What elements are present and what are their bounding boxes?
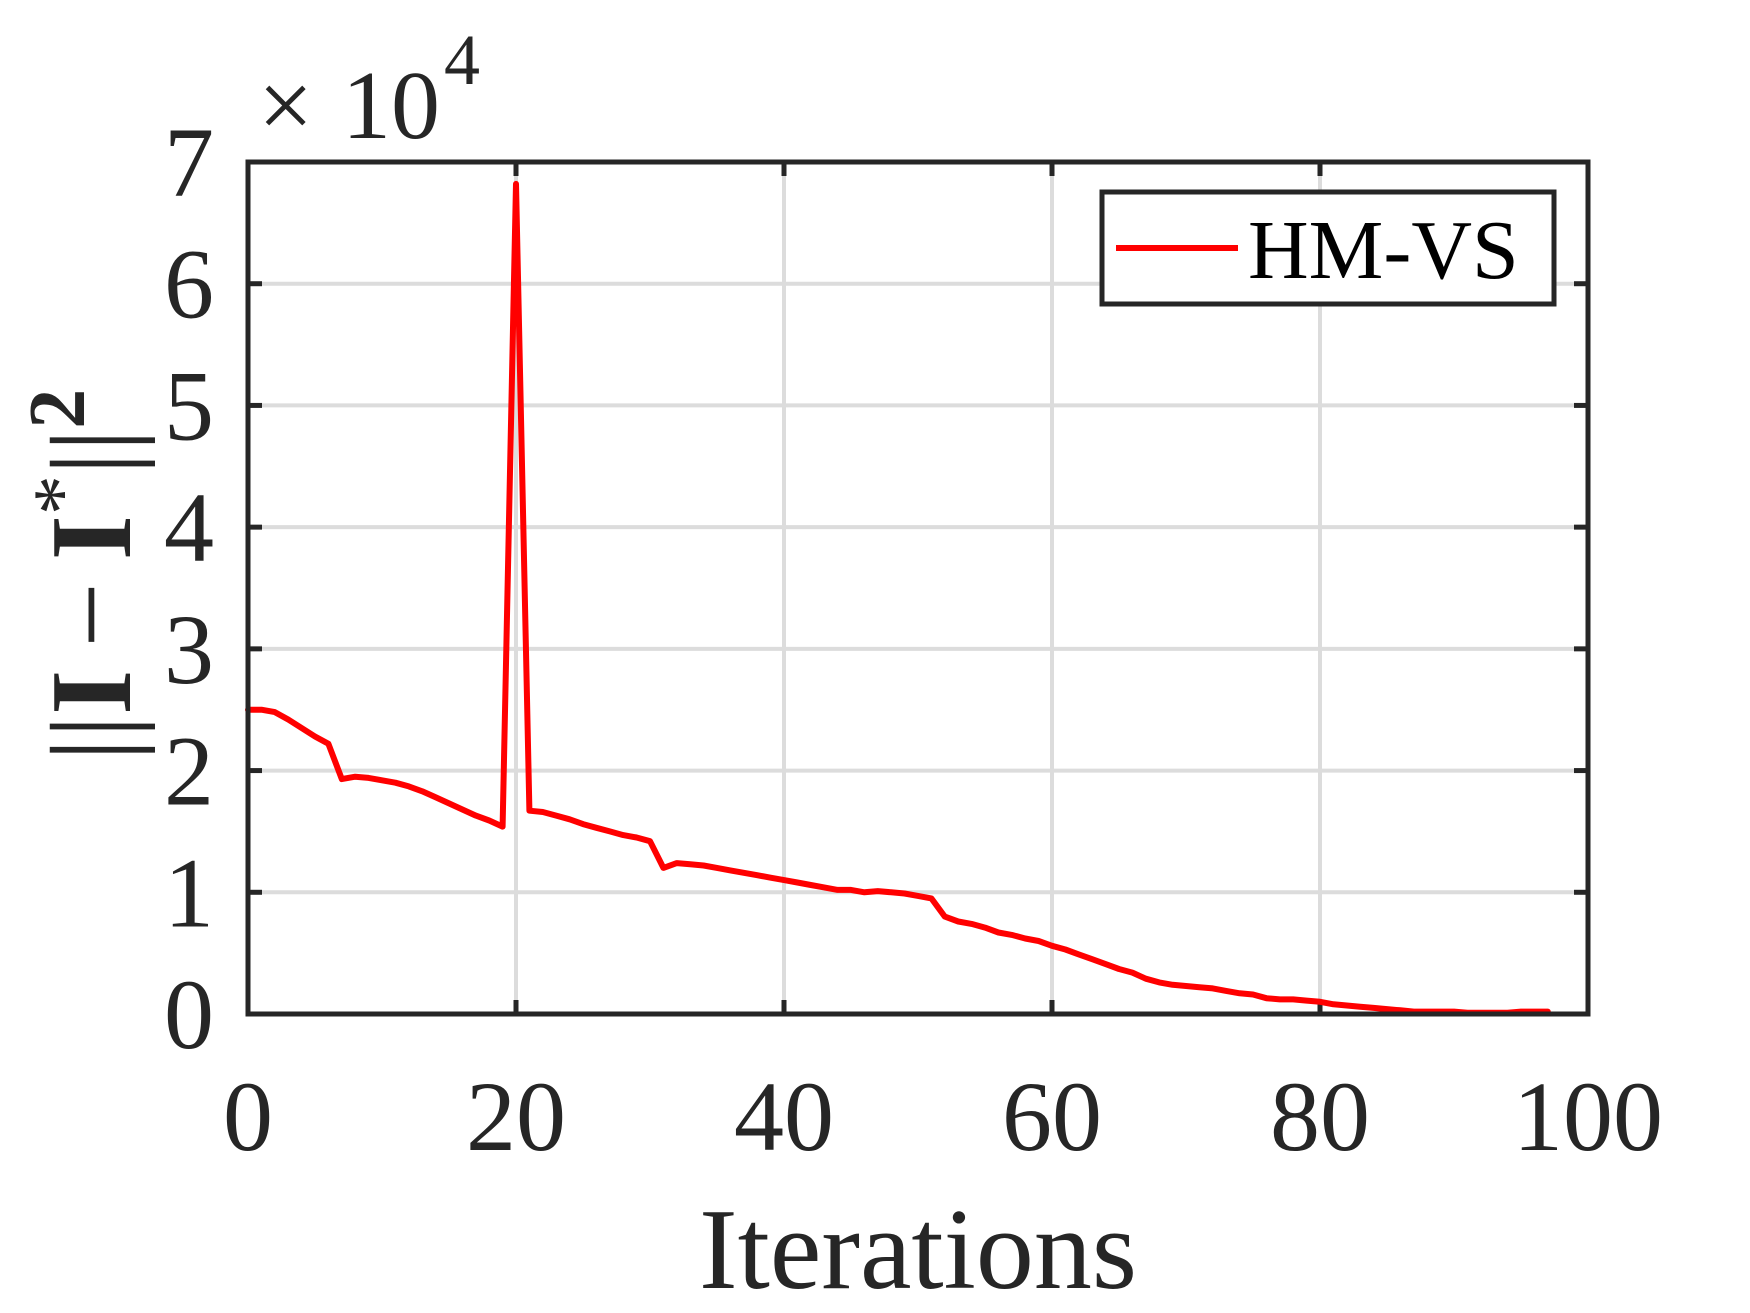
x-tick-label: 60 [1002,1061,1102,1172]
plot-frame [245,159,1591,1017]
x-axis-label: Iterations [699,1186,1137,1313]
y-tick-label: 7 [164,107,214,218]
y-tick-label: 2 [164,716,214,827]
y-tick-label: 1 [164,837,214,948]
legend: HM-VS [1099,189,1557,307]
x-tick-label: 0 [223,1061,273,1172]
y-axis-label: ||I−I*||2 [14,389,156,762]
x-tick-label: 100 [1513,1061,1663,1172]
multiplier-times: × [258,52,313,160]
legend-label-hm-vs: HM-VS [1248,204,1519,297]
y-tick-label: 3 [164,594,214,705]
y-multiplier: × 10 4 [258,20,480,160]
multiplier-base: 10 [342,52,440,160]
x-tick-label: 40 [734,1061,834,1172]
y-tick-label: 0 [164,959,214,1070]
series-layer [245,180,1551,1016]
series-line-hm-vs [245,180,1551,1016]
x-tick-label: 80 [1270,1061,1370,1172]
y-tick-label: 4 [164,472,214,583]
multiplier-exponent: 4 [444,20,480,100]
x-tick-label: 20 [466,1061,566,1172]
y-tick-label: 5 [164,350,214,461]
y-tick-label: 6 [164,229,214,340]
y-axis-label-text: ||I−I*||2 [14,389,156,762]
x-tick-labels: 0 20 40 60 80 100 [223,1061,1663,1172]
